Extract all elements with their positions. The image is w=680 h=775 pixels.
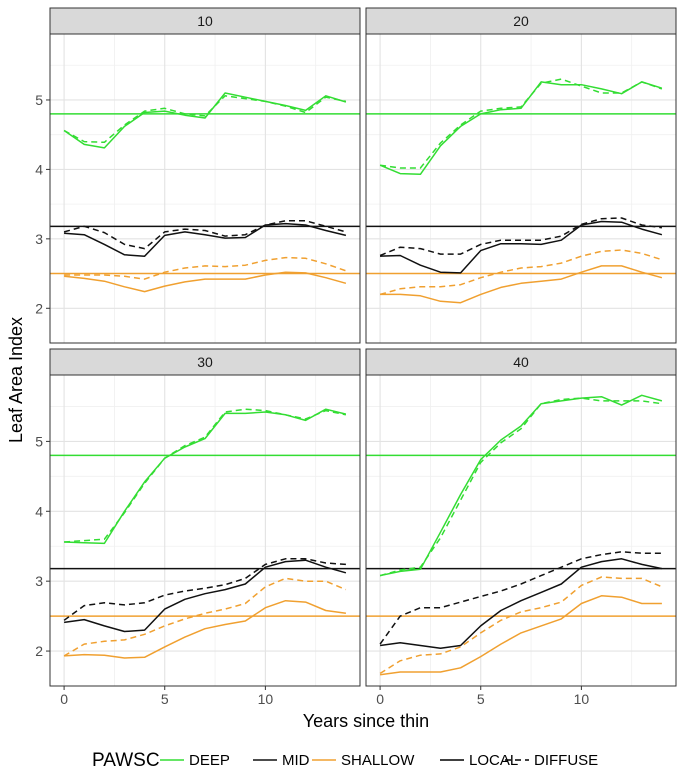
series-line-mid-local (379, 558, 663, 650)
panel-40: 40 (365, 348, 677, 687)
legend-label-local: LOCAL (469, 752, 518, 769)
panels: 10 20 30 40 (49, 7, 677, 687)
series-line-shallow-diffuse (64, 256, 347, 280)
series-line-deep-local (63, 92, 347, 149)
series-line-deep-diffuse (64, 408, 347, 543)
series-line-shallow-local (64, 271, 347, 293)
strip-background (49, 7, 361, 35)
strip-label: 40 (513, 354, 529, 370)
series-line-deep-diffuse (63, 95, 347, 144)
legend-label-mid: MID (282, 752, 310, 769)
panel-border (49, 33, 361, 344)
series-line-shallow-diffuse (379, 576, 663, 675)
x-tick-label: 10 (258, 691, 274, 707)
y-axis-title: Leaf Area Index (6, 317, 26, 443)
series-line-shallow-diffuse (379, 249, 663, 296)
panel-30: 30 (49, 348, 361, 687)
series-line-mid-local (380, 220, 663, 274)
axes: 2 3 4 5 2 3 4 5 0 5 10 0 5 10 (35, 92, 589, 707)
strip-background (49, 348, 361, 376)
series-line-deep-diffuse (379, 397, 663, 577)
plot-background (366, 34, 676, 343)
series-line-deep-diffuse (379, 78, 663, 169)
strip-background (365, 348, 677, 376)
series-line-mid-local (63, 559, 347, 633)
y-tick-label: 3 (35, 231, 43, 247)
panel-border (365, 33, 677, 344)
y-tick-label: 5 (35, 92, 43, 108)
panel-20: 20 (365, 7, 677, 344)
series-line-mid-diffuse (379, 217, 662, 257)
legend-label-diffuse: DIFFUSE (534, 752, 598, 769)
series-line-shallow-local (64, 599, 347, 659)
x-tick-label: 0 (376, 691, 384, 707)
strip-label: 20 (513, 13, 529, 29)
y-tick-label: 5 (35, 433, 43, 449)
x-tick-label: 5 (477, 691, 485, 707)
series-line-shallow-diffuse (63, 577, 347, 657)
series-line-mid-diffuse (63, 558, 346, 621)
y-tick-label: 2 (35, 300, 43, 316)
x-tick-label: 10 (574, 691, 590, 707)
strip-background (365, 7, 677, 35)
plot-background (50, 34, 360, 343)
panel-border (49, 374, 361, 687)
legend: PAWSC DEEP MID SHALLOW LOCAL DIFFUSE (92, 750, 598, 771)
series-line-deep-local (379, 81, 663, 176)
strip-label: 10 (197, 13, 213, 29)
strip-label: 30 (197, 354, 213, 370)
series-line-shallow-local (380, 265, 663, 304)
x-axis-title: Years since thin (303, 711, 429, 731)
y-tick-label: 4 (35, 161, 43, 177)
y-tick-label: 4 (35, 503, 43, 519)
legend-label-deep: DEEP (189, 752, 230, 769)
panel-border (365, 374, 677, 687)
plot-background (50, 375, 360, 686)
series-line-shallow-local (379, 595, 662, 676)
x-tick-label: 0 (60, 691, 68, 707)
series-line-mid-diffuse (63, 220, 347, 250)
y-tick-label: 3 (35, 573, 43, 589)
y-tick-label: 2 (35, 643, 43, 659)
series-line-mid-local (64, 222, 347, 257)
panel-10: 10 (49, 7, 361, 344)
plot-background (366, 375, 676, 686)
series-line-mid-diffuse (379, 551, 662, 645)
x-tick-label: 5 (161, 691, 169, 707)
series-line-deep-local (64, 408, 347, 545)
legend-label-shallow: SHALLOW (341, 752, 415, 769)
legend-title: PAWSC (92, 750, 160, 771)
